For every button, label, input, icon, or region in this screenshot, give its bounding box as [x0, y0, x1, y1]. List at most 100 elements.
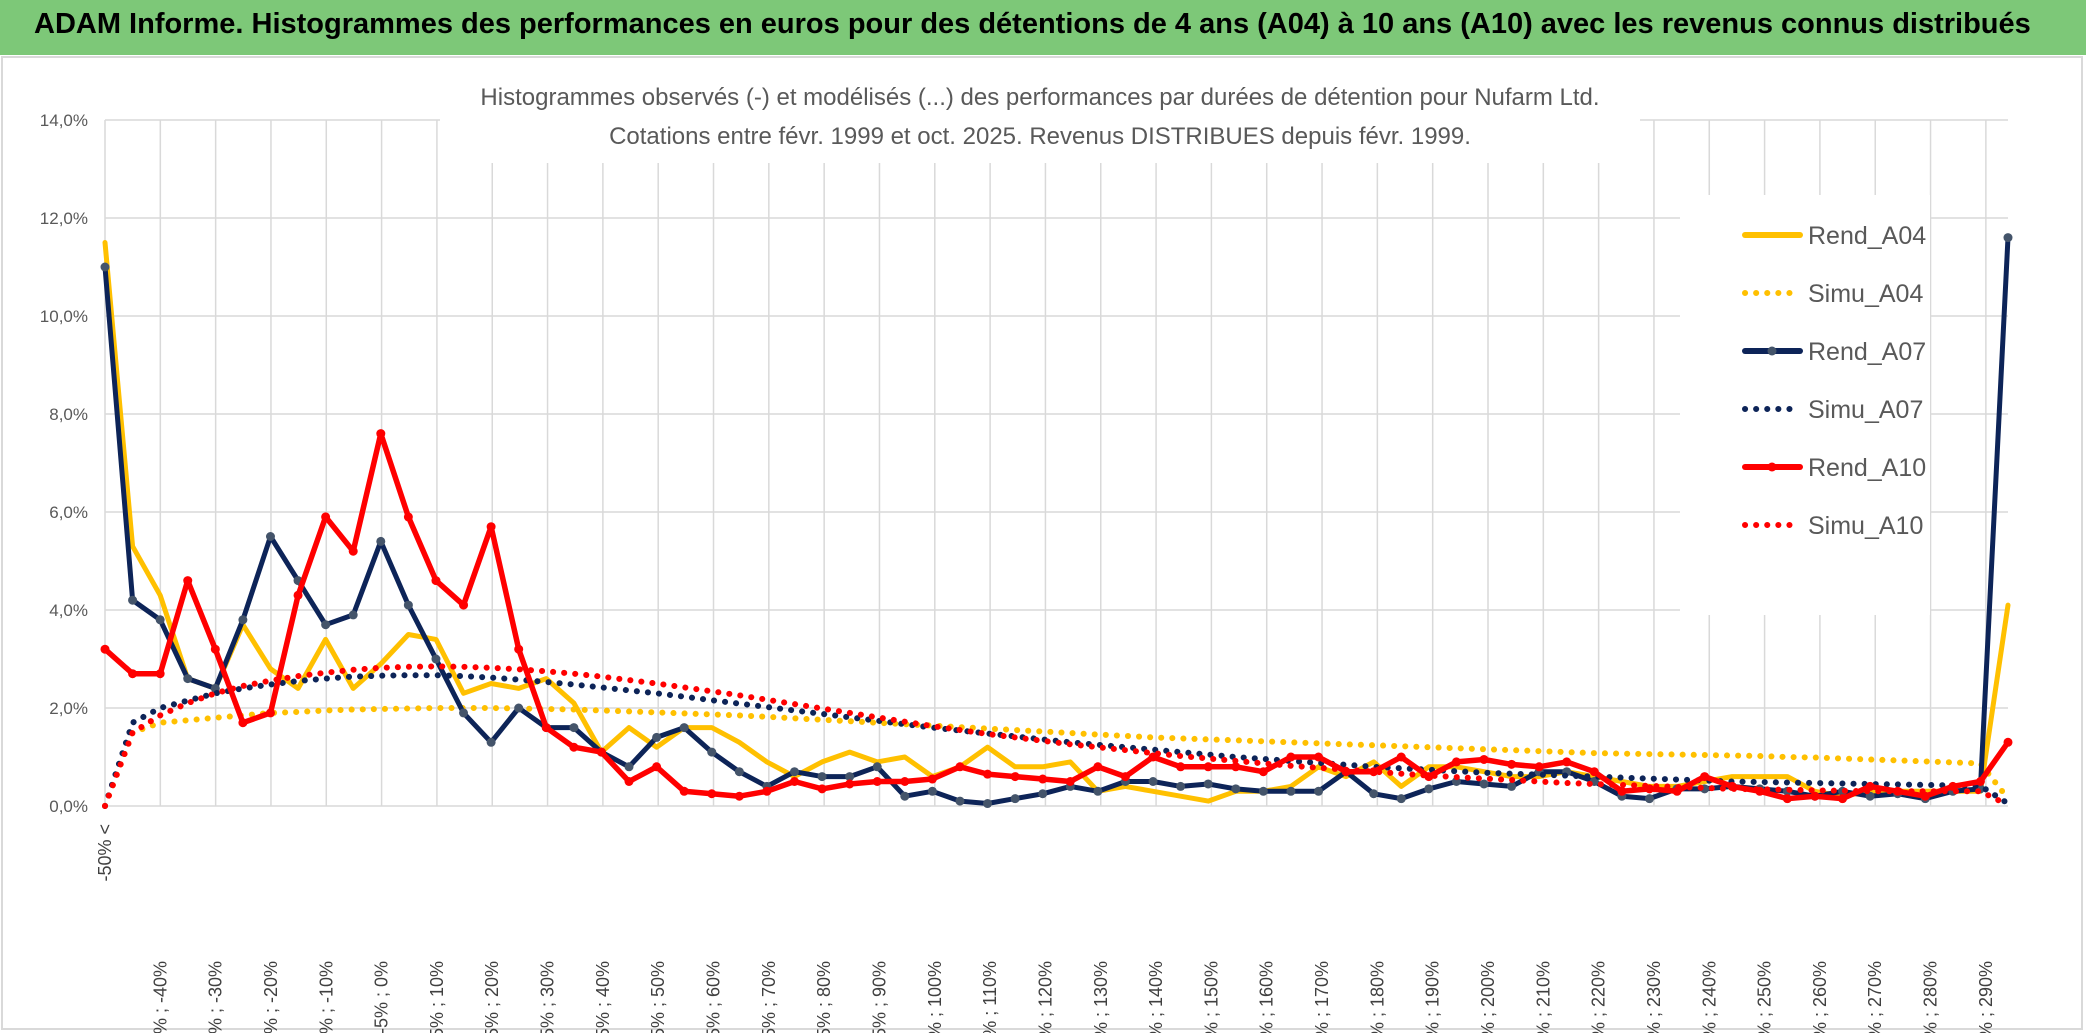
histogram-chart: 0,0% 2,0% 4,0% 6,0% 8,0% 10,0% 12,0% 14,0% Histo… [1, 56, 2083, 1033]
data-point-rend_a07 [955, 796, 965, 806]
data-point-rend_a07 [872, 762, 882, 772]
chart-subtitle: Cotations entre févr. 1999 et oct. 2025.… [609, 123, 1471, 150]
data-point-rend_a07 [817, 772, 827, 782]
y-tick-label: 0,0% [49, 797, 88, 816]
data-point-rend_a10 [1231, 762, 1241, 772]
data-point-rend_a10 [845, 779, 855, 789]
data-point-rend_a07 [1010, 794, 1020, 804]
data-point-rend_a10 [1534, 762, 1544, 772]
data-point-rend_a07 [983, 799, 993, 809]
x-tick-label: [ 145% ; 150% [1201, 961, 1221, 1033]
data-point-rend_a07 [155, 615, 165, 625]
data-point-rend_a10 [872, 777, 882, 786]
chart-title: Histogrammes observés (-) et modélisés (… [480, 84, 1599, 111]
data-point-rend_a10 [1286, 752, 1296, 762]
x-tick-label: [ 45% ; 50% [648, 961, 668, 1033]
data-point-rend_a10 [183, 576, 193, 586]
data-point-rend_a10 [900, 777, 910, 786]
data-point-rend_a07 [1314, 786, 1324, 796]
x-tick-label: [ 205% ; 210% [1533, 961, 1553, 1033]
data-point-rend_a10 [1617, 786, 1627, 796]
x-tick-label: [ 25% ; 30% [538, 961, 558, 1033]
legend-marker-rend_a07 [1767, 346, 1777, 356]
data-point-rend_a10 [596, 747, 606, 757]
data-point-rend_a10 [1975, 777, 1985, 786]
legend-label-rend_a04: Rend_A04 [1808, 222, 1926, 250]
data-point-rend_a10 [707, 789, 717, 799]
data-point-rend_a07 [321, 620, 331, 630]
data-point-rend_a10 [679, 786, 689, 796]
data-point-rend_a10 [1258, 767, 1268, 777]
data-point-rend_a10 [1065, 777, 1075, 786]
data-point-rend_a07 [100, 262, 110, 272]
x-tick-label: [ 255% ; 260% [1810, 961, 1830, 1033]
data-point-rend_a07 [1424, 784, 1434, 794]
x-tick-label: [ -15% ; -10% [316, 961, 336, 1033]
x-tick-label: [ 5% ; 10% [427, 961, 447, 1033]
data-point-rend_a10 [1424, 772, 1434, 782]
data-point-rend_a10 [100, 644, 110, 654]
data-point-rend_a10 [514, 644, 524, 654]
data-point-rend_a07 [128, 595, 138, 605]
data-point-rend_a07 [1203, 779, 1213, 789]
legend-label-simu_a04: Simu_A04 [1808, 280, 1923, 308]
data-point-rend_a10 [762, 786, 772, 796]
x-tick-label: [ 75% ; 80% [814, 961, 834, 1033]
data-point-rend_a07 [459, 708, 469, 718]
legend-marker-rend_a10 [1767, 462, 1777, 472]
data-point-rend_a07 [1038, 789, 1048, 799]
legend-label-rend_a10: Rend_A10 [1808, 454, 1926, 482]
data-point-rend_a07 [1644, 794, 1654, 804]
data-point-rend_a07 [900, 791, 910, 801]
x-tick-label: [ -45% ; -40% [150, 961, 170, 1033]
x-tick-label: [ 165% ; 170% [1312, 961, 1332, 1033]
data-point-rend_a10 [569, 742, 579, 752]
x-tick-label: [ 95% ; 100% [925, 961, 945, 1033]
y-tick-label: 10,0% [40, 307, 88, 326]
data-point-rend_a07 [1093, 786, 1103, 796]
x-tick-label: [ 65% ; 70% [759, 961, 779, 1033]
x-tick-label: [ 155% ; 160% [1257, 961, 1277, 1033]
data-point-rend_a10 [238, 718, 248, 728]
x-tick-label: [ 195% ; 200% [1478, 961, 1498, 1033]
data-point-rend_a07 [514, 703, 524, 713]
data-point-rend_a10 [1479, 754, 1489, 764]
data-point-rend_a10 [403, 512, 413, 522]
report-banner: ADAM Informe. Histogrammes des performan… [0, 0, 2086, 55]
data-point-rend_a10 [431, 576, 441, 586]
data-point-rend_a10 [1782, 794, 1792, 804]
x-tick-label: [ -5% ; 0% [372, 961, 392, 1033]
series-line-simu_a04 [102, 705, 2011, 809]
data-point-rend_a07 [652, 732, 662, 742]
data-point-rend_a10 [486, 522, 496, 532]
data-point-rend_a10 [459, 600, 469, 610]
data-point-rend_a07 [486, 737, 496, 747]
data-point-rend_a07 [1507, 781, 1517, 791]
x-tick-label: [ 285% ; 290% [1976, 961, 1996, 1033]
y-tick-label: 6,0% [49, 503, 88, 522]
data-point-rend_a10 [1093, 762, 1103, 772]
data-point-rend_a10 [321, 512, 331, 522]
legend-box [1680, 195, 1930, 615]
data-point-rend_a07 [238, 615, 248, 625]
data-point-rend_a10 [1396, 752, 1406, 762]
x-tick-label: [ 265% ; 270% [1865, 961, 1885, 1033]
data-point-rend_a07 [1286, 786, 1296, 796]
x-tick-label: [ 215% ; 220% [1589, 961, 1609, 1033]
data-point-rend_a10 [624, 777, 634, 786]
data-point-rend_a07 [845, 772, 855, 782]
data-point-rend_a10 [376, 429, 386, 439]
x-tick-label: -50% < [95, 824, 115, 882]
report-title: ADAM Informe. Histogrammes des performan… [34, 8, 2031, 40]
data-point-rend_a07 [1396, 794, 1406, 804]
data-point-rend_a07 [1231, 784, 1241, 794]
data-point-rend_a07 [789, 767, 799, 777]
x-tick-label: [ -35% ; -30% [206, 961, 226, 1033]
y-tick-label: 8,0% [49, 405, 88, 424]
x-tick-label: [ 175% ; 180% [1367, 961, 1387, 1033]
data-point-rend_a10 [734, 791, 744, 801]
data-point-rend_a10 [927, 774, 937, 784]
data-point-rend_a07 [734, 767, 744, 777]
data-point-rend_a07 [265, 532, 275, 541]
data-point-rend_a07 [183, 674, 193, 684]
